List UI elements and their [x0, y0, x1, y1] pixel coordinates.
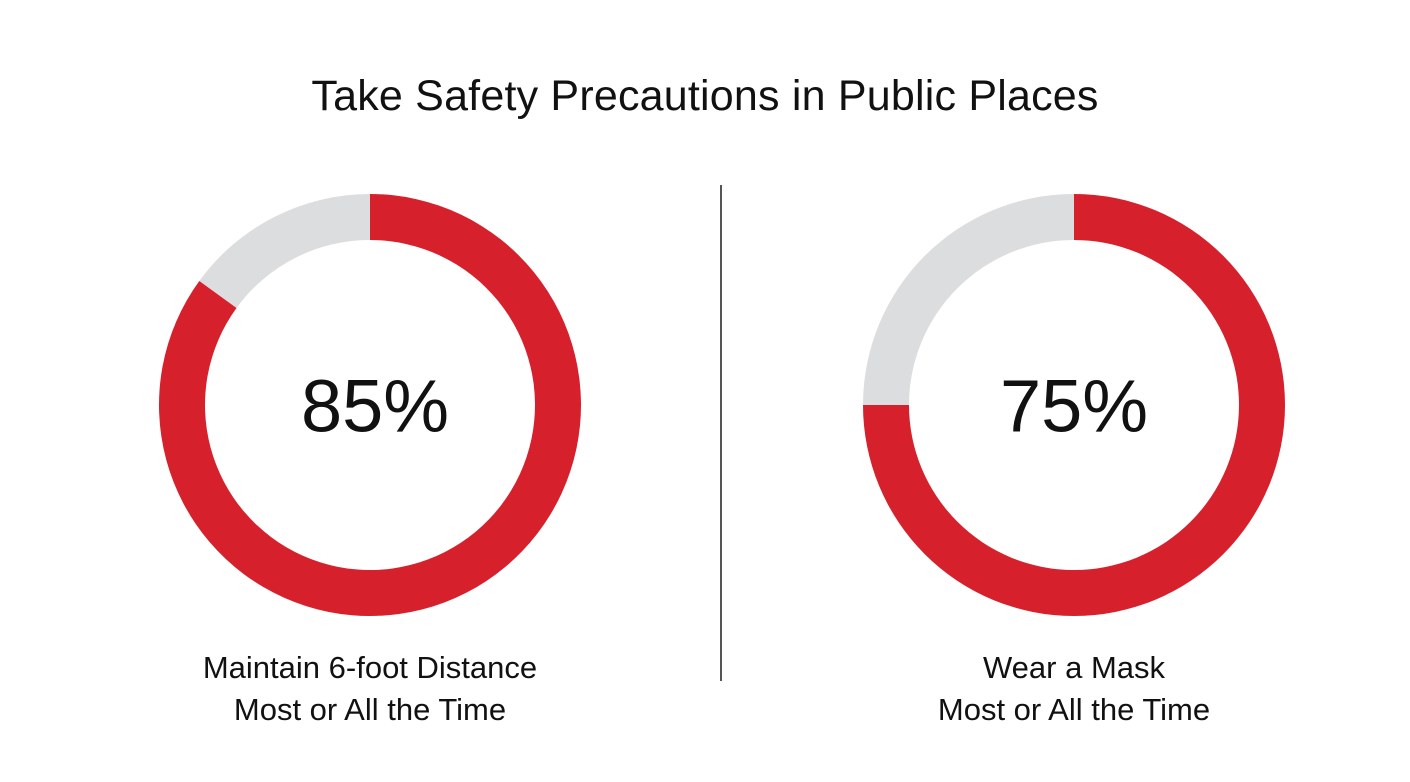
donut-caption-mask: Wear a Mask Most or All the Time	[794, 647, 1354, 731]
caption-line-2: Most or All the Time	[937, 692, 1211, 727]
donut-panel-mask: 75% Wear a Mask Most or All the Time	[854, 185, 1294, 745]
donut-panel-distance: 85% Maintain 6-foot Distance Most or All…	[150, 185, 590, 745]
caption-line-1: Wear a Mask	[982, 650, 1166, 685]
caption-line-2: Most or All the Time	[233, 692, 507, 727]
donut-caption-distance: Maintain 6-foot Distance Most or All the…	[90, 647, 650, 731]
chart-title: Take Safety Precautions in Public Places	[311, 72, 1099, 120]
donut-value-label: 85%	[301, 365, 449, 448]
donut-chart-mask: 75%	[863, 194, 1285, 616]
donut-value-label: 75%	[1000, 365, 1148, 448]
panel-divider	[720, 185, 722, 681]
caption-line-1: Maintain 6-foot Distance	[202, 650, 538, 685]
donut-remainder-segment	[199, 194, 370, 309]
donut-chart-distance: 85%	[159, 194, 581, 616]
donut-remainder-segment	[863, 194, 1074, 405]
